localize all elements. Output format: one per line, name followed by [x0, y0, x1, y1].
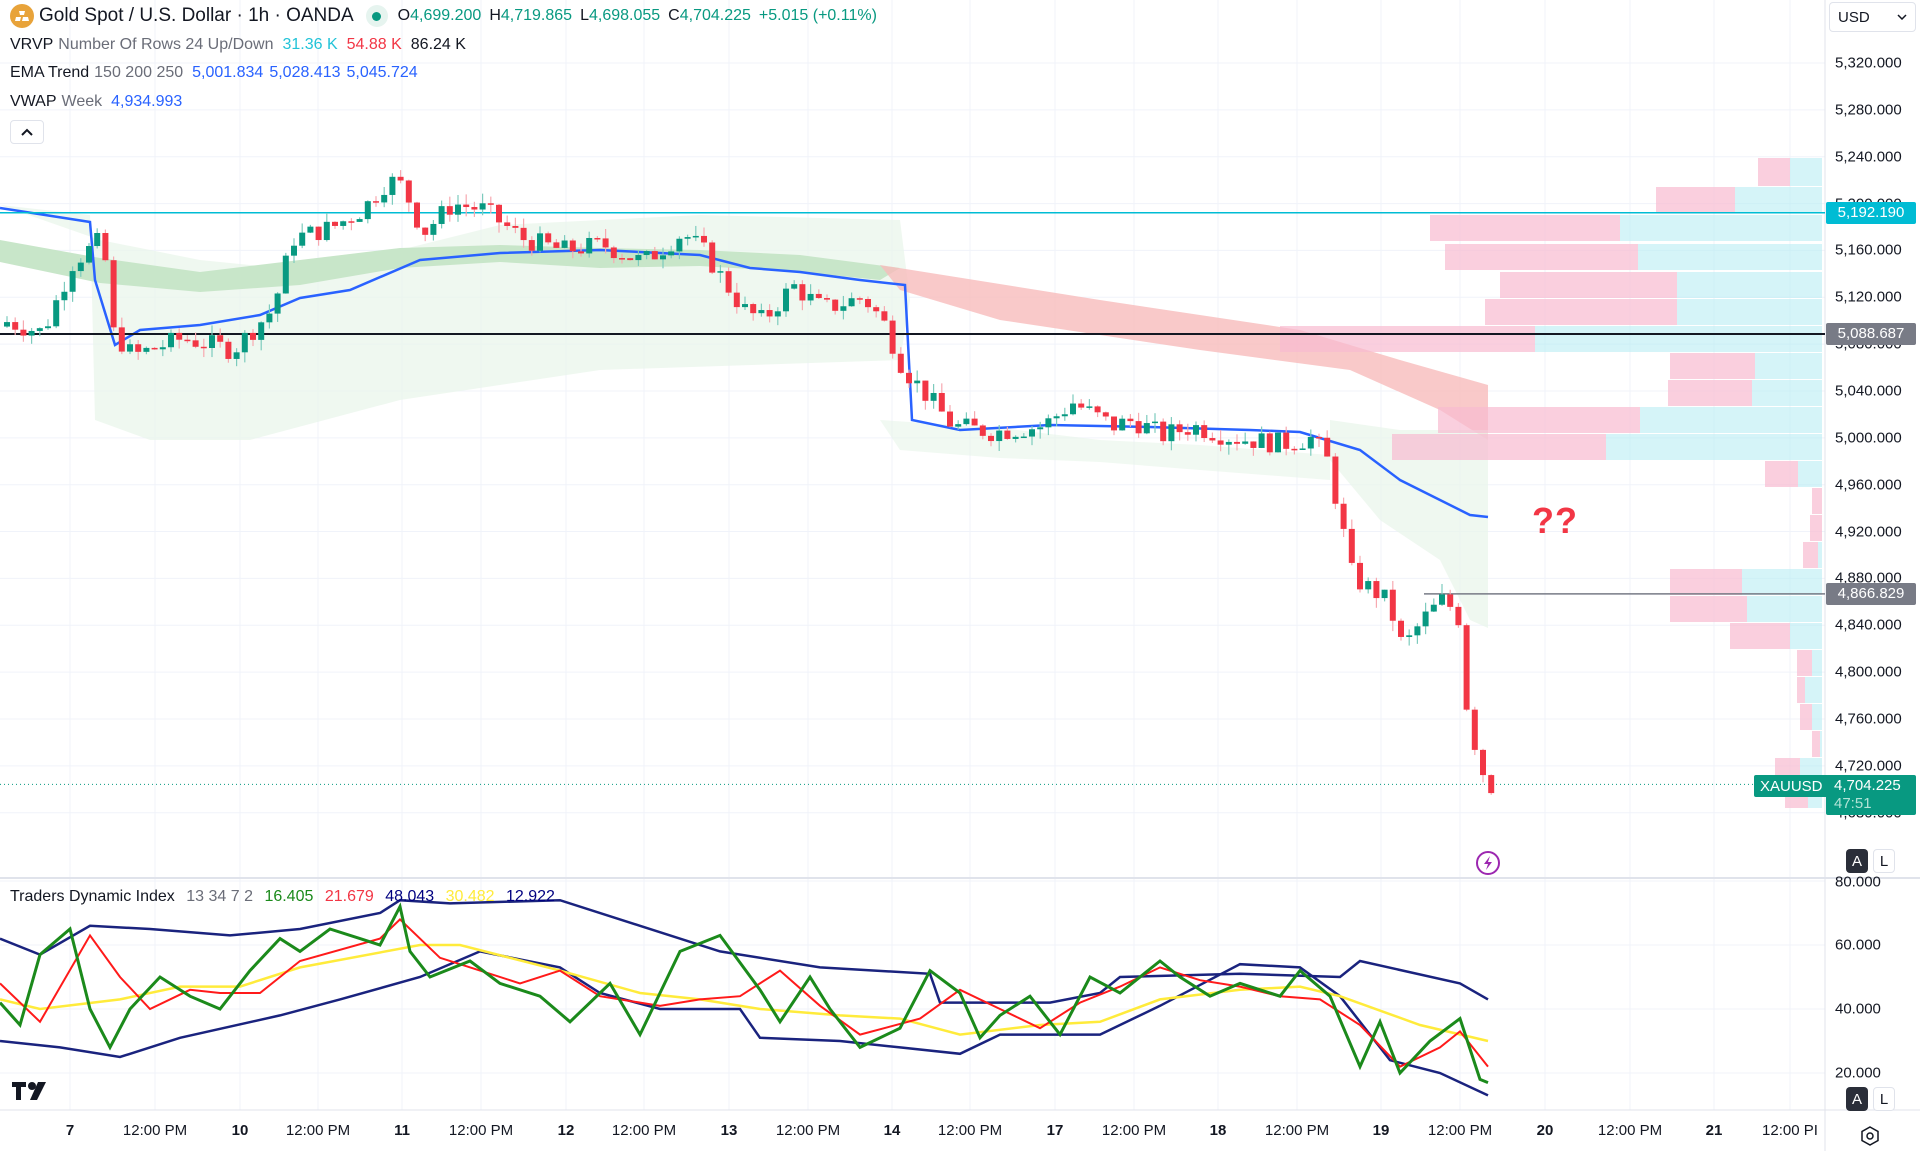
symbol-title[interactable]: Gold Spot / U.S. Dollar · 1h · OANDA	[39, 5, 354, 26]
ohlc-open: O4,699.200	[397, 7, 482, 24]
symbol-legend: Gold Spot / U.S. Dollar · 1h · OANDA O4,…	[10, 4, 877, 28]
time-tick-label: 10	[231, 1122, 249, 1139]
price-tick-label: 4,960.000	[1835, 476, 1902, 494]
time-tick-label: 21	[1705, 1122, 1723, 1139]
symbol-tag: XAUUSD	[1754, 775, 1829, 797]
price-tick-label: 4,840.000	[1835, 616, 1902, 634]
tdi-legend[interactable]: Traders Dynamic Index 13 34 7 2 16.405 2…	[10, 888, 555, 905]
price-log-scale-button[interactable]: L	[1873, 849, 1895, 873]
ohlc-close: C4,704.225	[668, 7, 751, 24]
time-tick-label: 12:00 PI	[1762, 1122, 1818, 1139]
time-tick-label: 14	[883, 1122, 901, 1139]
time-tick-label: 12:00 PM	[1597, 1122, 1663, 1139]
ema-trend-cloud	[0, 205, 1488, 628]
time-tick-label: 17	[1046, 1122, 1064, 1139]
tdi-auto-scale-button[interactable]: A	[1846, 1087, 1868, 1111]
ohlc-low: L4,698.055	[580, 7, 661, 24]
vwap-line	[0, 206, 1489, 519]
price-tick-label: 4,880.000	[1835, 569, 1902, 587]
tdi-plot[interactable]	[0, 898, 1489, 1097]
price-tick-label: 5,240.000	[1835, 148, 1902, 166]
price-tick-label: 4,920.000	[1835, 523, 1902, 541]
bar-countdown: 47:51	[1834, 795, 1872, 812]
chevron-up-icon	[21, 128, 33, 136]
time-tick-label: 12:00 PM	[775, 1122, 841, 1139]
candlesticks[interactable]	[4, 170, 1495, 795]
time-tick-label: 20	[1536, 1122, 1554, 1139]
settings-gear-icon[interactable]	[1860, 1126, 1880, 1151]
time-tick-label: 12:00 PM	[285, 1122, 351, 1139]
time-tick-label: 13	[720, 1122, 738, 1139]
price-tick-label: 5,280.000	[1835, 101, 1902, 119]
vrvp-legend[interactable]: VRVP Number Of Rows 24 Up/Down 31.36 K 5…	[10, 36, 466, 53]
ema-trend-legend[interactable]: EMA Trend 150 200 250 5,001.834 5,028.41…	[10, 64, 418, 81]
ohlc-high: H4,719.865	[489, 7, 573, 24]
time-tick-label: 7	[65, 1122, 75, 1139]
price-tick-label: 4,760.000	[1835, 710, 1902, 728]
price-tick-label: 4,720.000	[1835, 757, 1902, 775]
last-price-tag: 4,704.225 47:51	[1826, 775, 1916, 815]
time-tick-label: 12	[557, 1122, 575, 1139]
time-tick-label: 12:00 PM	[611, 1122, 677, 1139]
time-tick-label: 19	[1372, 1122, 1390, 1139]
level-price-tag[interactable]: 5,088.687	[1826, 322, 1916, 345]
price-auto-scale-button[interactable]: A	[1846, 849, 1868, 873]
price-tick-label: 5,160.000	[1835, 241, 1902, 259]
price-tick-label: 5,040.000	[1835, 382, 1902, 400]
tdi-tick-label: 40.000	[1835, 1000, 1881, 1018]
price-tick-label: 5,120.000	[1835, 288, 1902, 306]
time-tick-label: 12:00 PM	[122, 1122, 188, 1139]
time-tick-label: 11	[394, 1122, 410, 1139]
time-tick-label: 12:00 PM	[1101, 1122, 1167, 1139]
tdi-log-scale-button[interactable]: L	[1873, 1087, 1895, 1111]
time-tick-label: 18	[1209, 1122, 1227, 1139]
level-price-tag[interactable]: 4,866.829	[1826, 582, 1916, 605]
tdi-tick-label: 60.000	[1835, 936, 1881, 954]
tdi-tick-label: 20.000	[1835, 1064, 1881, 1082]
level-price-tag[interactable]: 5,192.190	[1826, 201, 1916, 224]
price-tick-label: 4,800.000	[1835, 663, 1902, 681]
price-change: +5.015 (+0.11%)	[758, 7, 877, 24]
lightning-event-icon[interactable]	[1475, 850, 1501, 881]
vwap-legend[interactable]: VWAP Week 4,934.993	[10, 93, 183, 110]
time-tick-label: 12:00 PM	[1427, 1122, 1493, 1139]
tdi-tick-label: 80.000	[1835, 873, 1881, 891]
time-tick-label: 12:00 PM	[937, 1122, 1003, 1139]
price-tick-label: 5,320.000	[1835, 54, 1902, 72]
collapse-legend-button[interactable]	[10, 120, 44, 144]
market-open-status-icon	[365, 5, 388, 27]
gold-logo-icon	[10, 4, 34, 28]
time-tick-label: 12:00 PM	[1264, 1122, 1330, 1139]
chevron-down-icon	[1897, 14, 1907, 20]
ema-bearish-cloud	[880, 265, 1488, 440]
question-annotation[interactable]: ??	[1532, 500, 1578, 541]
price-tick-label: 5,000.000	[1835, 429, 1902, 447]
currency-select[interactable]: USD	[1829, 2, 1916, 32]
tradingview-logo-icon[interactable]	[12, 1080, 52, 1107]
time-tick-label: 12:00 PM	[448, 1122, 514, 1139]
